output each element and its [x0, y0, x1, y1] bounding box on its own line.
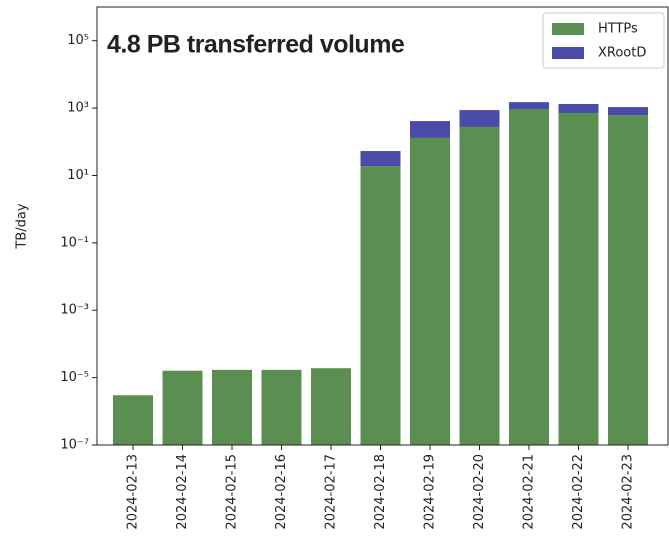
- annotation: 4.8 PB transferred volume: [107, 31, 405, 59]
- legend-label: HTTPs: [598, 22, 638, 37]
- legend-swatch: [552, 23, 584, 35]
- y-tick-label: 10⁻⁷: [60, 438, 89, 453]
- y-tick-label: 10⁻³: [60, 303, 89, 318]
- x-tick-label: 2024-02-20: [472, 454, 487, 530]
- bar: [311, 368, 351, 445]
- bar: [459, 110, 500, 127]
- x-tick-label: 2024-02-18: [373, 454, 388, 530]
- x-tick-label: 2024-02-17: [324, 454, 339, 530]
- bar: [608, 115, 648, 446]
- bar: [558, 113, 599, 445]
- y-axis-label: TB/day: [15, 203, 30, 249]
- legend-label: XRootD: [598, 46, 646, 61]
- x-tick-label: 2024-02-23: [621, 454, 636, 530]
- legend: HTTPs XRootD: [542, 12, 665, 69]
- bar: [261, 369, 302, 445]
- bar: [113, 395, 153, 445]
- x-tick-label: 2024-02-15: [225, 454, 240, 530]
- bar: [410, 137, 450, 445]
- bar: [608, 107, 648, 116]
- y-tick-label: 10⁵: [67, 33, 89, 48]
- plot-frame: [96, 6, 669, 446]
- x-tick-label: 2024-02-22: [571, 454, 586, 530]
- bar: [410, 121, 450, 138]
- y-tick-label: 10⁻¹: [60, 235, 89, 250]
- bar: [360, 151, 401, 167]
- x-tick-label: 2024-02-13: [126, 454, 141, 530]
- bar: [360, 166, 401, 445]
- x-tick-label: 2024-02-16: [274, 454, 289, 530]
- x-tick-label: 2024-02-19: [423, 454, 438, 530]
- x-tick-label: 2024-02-14: [175, 454, 190, 530]
- y-tick-label: 10¹: [67, 168, 89, 183]
- bar: [459, 126, 500, 445]
- legend-swatch: [552, 47, 584, 59]
- bar: [212, 369, 252, 445]
- bar: [162, 370, 203, 445]
- bar: [558, 104, 599, 114]
- bar: [509, 108, 549, 446]
- bar: [509, 102, 549, 109]
- y-tick-label: 10³: [67, 101, 89, 116]
- x-tick-label: 2024-02-21: [522, 454, 537, 530]
- y-tick-label: 10⁻⁵: [60, 370, 89, 385]
